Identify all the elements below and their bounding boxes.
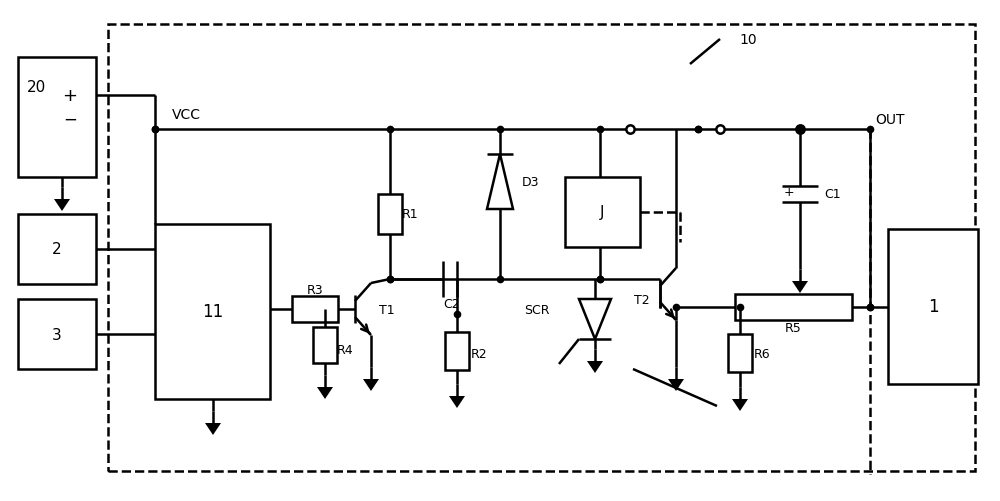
Text: R4: R4 <box>337 343 353 356</box>
Text: J: J <box>600 205 604 220</box>
Text: SCR: SCR <box>524 303 550 316</box>
Text: −: − <box>63 111 77 129</box>
FancyBboxPatch shape <box>735 295 852 320</box>
Polygon shape <box>587 361 603 373</box>
Text: +: + <box>783 185 794 198</box>
Text: 3: 3 <box>52 327 62 342</box>
Text: C2: C2 <box>444 298 460 311</box>
Text: T1: T1 <box>379 303 395 316</box>
Polygon shape <box>487 155 513 209</box>
FancyBboxPatch shape <box>313 327 337 363</box>
FancyBboxPatch shape <box>292 297 338 322</box>
Text: 20: 20 <box>26 80 46 95</box>
Text: R6: R6 <box>754 348 770 361</box>
Text: 2: 2 <box>52 242 62 257</box>
FancyBboxPatch shape <box>445 332 469 370</box>
Text: D3: D3 <box>522 175 540 188</box>
Text: R1: R1 <box>402 208 418 221</box>
FancyBboxPatch shape <box>108 25 975 471</box>
Text: 1: 1 <box>928 298 938 315</box>
Text: R5: R5 <box>785 321 801 334</box>
Text: OUT: OUT <box>875 113 904 127</box>
FancyBboxPatch shape <box>18 58 96 178</box>
Text: +: + <box>63 87 78 105</box>
FancyBboxPatch shape <box>888 229 978 384</box>
FancyBboxPatch shape <box>565 178 640 247</box>
Text: T2: T2 <box>634 293 650 306</box>
Polygon shape <box>732 399 748 411</box>
Text: R2: R2 <box>471 348 487 361</box>
Polygon shape <box>363 379 379 391</box>
Polygon shape <box>579 300 611 339</box>
Polygon shape <box>792 282 808 294</box>
FancyBboxPatch shape <box>378 194 402 234</box>
Polygon shape <box>205 423 221 435</box>
Polygon shape <box>449 396 465 408</box>
Polygon shape <box>668 379 684 391</box>
Polygon shape <box>54 199 70 211</box>
Text: R3: R3 <box>307 283 323 296</box>
Text: C1: C1 <box>824 188 841 201</box>
FancyBboxPatch shape <box>728 334 752 372</box>
Text: VCC: VCC <box>172 108 201 122</box>
Text: 10: 10 <box>739 33 757 47</box>
FancyBboxPatch shape <box>18 300 96 369</box>
Text: 11: 11 <box>202 303 224 320</box>
FancyBboxPatch shape <box>155 224 270 399</box>
Polygon shape <box>317 387 333 399</box>
FancyBboxPatch shape <box>18 214 96 285</box>
